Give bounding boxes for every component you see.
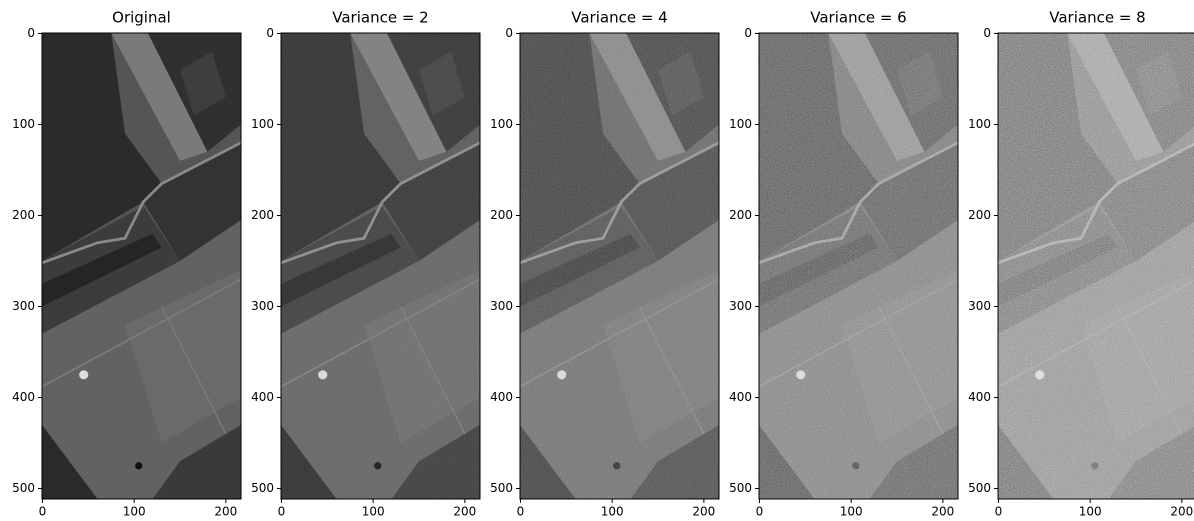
y-tick-label: 500 xyxy=(729,481,752,495)
haze xyxy=(759,33,958,499)
haze xyxy=(520,33,719,499)
axes-frame xyxy=(280,32,481,500)
y-tick-label: 400 xyxy=(729,390,752,404)
y-tick-label: 400 xyxy=(12,390,35,404)
haze xyxy=(998,33,1194,499)
y-tick-label: 100 xyxy=(729,117,752,131)
axes-frame xyxy=(519,32,720,500)
y-tick-label: 200 xyxy=(251,208,274,222)
panel: Variance = 2 0 100 200 0 100 200 300 400 500 xyxy=(251,9,481,519)
y-tick-label: 200 xyxy=(729,208,752,222)
y-tick-label: 300 xyxy=(729,299,752,313)
image-content xyxy=(42,33,241,499)
image xyxy=(520,33,719,499)
x-tick-label: 200 xyxy=(692,505,715,519)
image xyxy=(281,33,480,499)
x-tick-label: 0 xyxy=(995,505,1003,519)
x-tick-label: 200 xyxy=(214,505,237,519)
panel: Variance = 4 0 100 200 0 100 200 300 400 500 xyxy=(490,9,720,519)
image xyxy=(42,33,241,499)
panel-title: Variance = 2 xyxy=(332,9,428,27)
y-tick-label: 0 xyxy=(266,26,274,40)
noise xyxy=(520,33,719,499)
x-tick-label: 100 xyxy=(840,505,863,519)
y-tick-label: 100 xyxy=(12,117,35,131)
panel: Original 0 100 200 0 100 200 300 400 500 xyxy=(12,9,242,519)
y-tick-label: 200 xyxy=(968,208,991,222)
y-tick-label: 100 xyxy=(490,117,513,131)
y-tick-label: 300 xyxy=(12,299,35,313)
y-tick-label: 200 xyxy=(490,208,513,222)
panel-title: Variance = 6 xyxy=(810,9,906,27)
image xyxy=(759,33,958,499)
x-tick-label: 0 xyxy=(517,505,525,519)
y-tick-label: 400 xyxy=(251,390,274,404)
y-tick-label: 500 xyxy=(251,481,274,495)
panel-title: Original xyxy=(112,9,171,27)
x-tick-label: 100 xyxy=(601,505,624,519)
x-tick-label: 200 xyxy=(453,505,476,519)
image xyxy=(998,33,1194,499)
y-tick-label: 300 xyxy=(490,299,513,313)
noise xyxy=(998,33,1194,499)
axes-frame xyxy=(758,32,959,500)
y-tick-label: 100 xyxy=(251,117,274,131)
y-tick-label: 0 xyxy=(983,26,991,40)
x-tick-label: 0 xyxy=(278,505,286,519)
panel-title: Variance = 4 xyxy=(571,9,667,27)
y-tick-label: 300 xyxy=(968,299,991,313)
panel-title: Variance = 8 xyxy=(1049,9,1145,27)
panel: Variance = 8 0 100 200 0 100 200 300 400 500 xyxy=(968,9,1194,519)
y-tick-label: 100 xyxy=(968,117,991,131)
y-tick-label: 500 xyxy=(12,481,35,495)
noise xyxy=(281,33,480,499)
x-tick-label: 0 xyxy=(39,505,47,519)
noise xyxy=(759,33,958,499)
y-tick-label: 400 xyxy=(490,390,513,404)
haze xyxy=(281,33,480,499)
y-tick-label: 500 xyxy=(490,481,513,495)
x-tick-label: 200 xyxy=(931,505,954,519)
x-tick-label: 0 xyxy=(756,505,764,519)
y-tick-label: 0 xyxy=(27,26,35,40)
axes-frame xyxy=(997,32,1194,500)
y-tick-label: 500 xyxy=(968,481,991,495)
y-tick-label: 200 xyxy=(12,208,35,222)
axes-frame xyxy=(41,32,242,500)
y-tick-label: 0 xyxy=(505,26,513,40)
x-tick-label: 100 xyxy=(1079,505,1102,519)
y-tick-label: 300 xyxy=(251,299,274,313)
y-tick-label: 400 xyxy=(968,390,991,404)
y-tick-label: 0 xyxy=(744,26,752,40)
x-tick-label: 100 xyxy=(362,505,385,519)
panel: Variance = 6 0 100 200 0 100 200 300 400 500 xyxy=(729,9,959,519)
x-tick-label: 200 xyxy=(1170,505,1193,519)
x-tick-label: 100 xyxy=(123,505,146,519)
